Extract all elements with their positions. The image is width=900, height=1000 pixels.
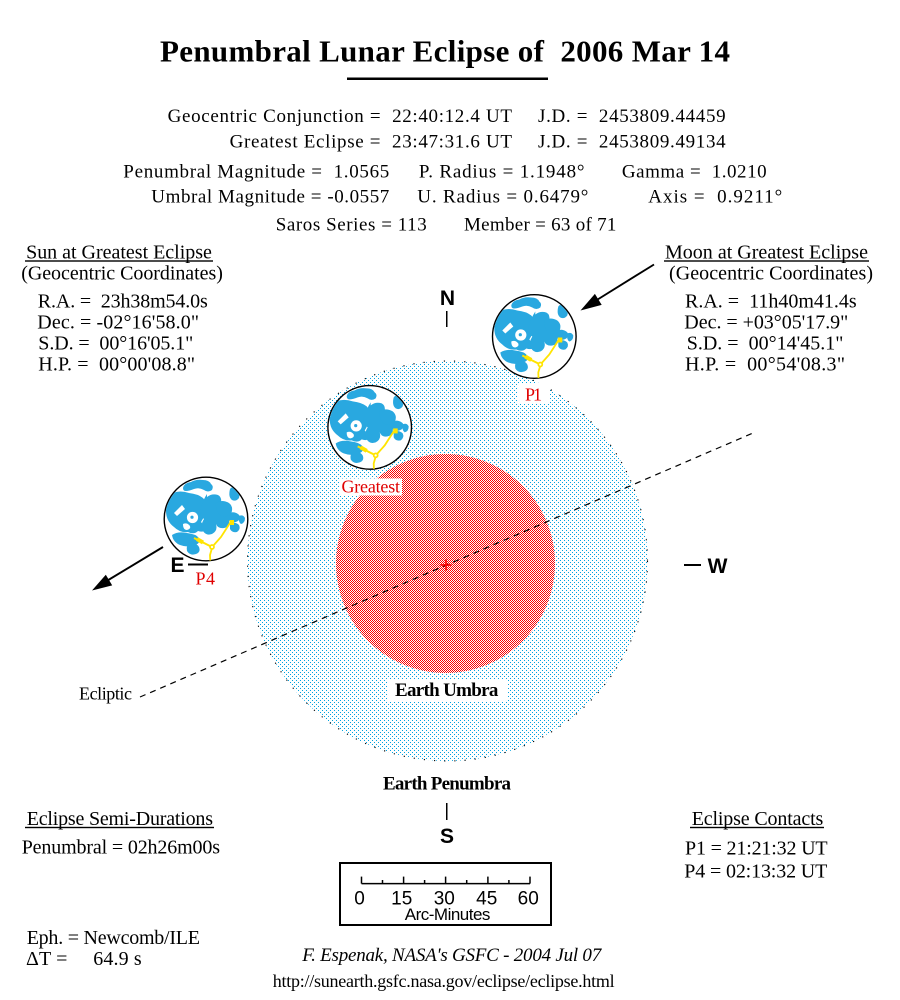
svg-text:Penumbral = 02h26m00s: Penumbral = 02h26m00s: [22, 837, 221, 859]
svg-text:Sun at Greatest Eclipse: Sun at Greatest Eclipse: [26, 241, 212, 263]
svg-text:H.P. = 00°00'08.8": H.P. = 00°00'08.8": [38, 354, 195, 376]
svg-text:(Geocentric Coordinates): (Geocentric Coordinates): [21, 263, 223, 285]
svg-text:Geocentric Conjunction = 22:4: Geocentric Conjunction = 22:40:12.4 UT: [168, 106, 513, 127]
svg-text:Eph. = Newcomb/ILE: Eph. = Newcomb/ILE: [27, 927, 200, 949]
svg-text:0: 0: [354, 888, 365, 909]
svg-text:R.A. = 23h38m54.0s: R.A. = 23h38m54.0s: [38, 291, 208, 313]
svg-text:Penumbral Magnitude = 1.0565: Penumbral Magnitude = 1.0565: [123, 162, 389, 183]
svg-text:R.A. = 11h40m41.4s: R.A. = 11h40m41.4s: [685, 291, 857, 313]
svg-text:S.D. = 00°16'05.1": S.D. = 00°16'05.1": [38, 333, 193, 355]
svg-text:F. Espenak, NASA's GSFC - 2004: F. Espenak, NASA's GSFC - 2004 Jul 07: [301, 945, 603, 966]
svg-text:Saros Series = 113: Saros Series = 113: [276, 214, 427, 235]
svg-text:60: 60: [518, 888, 539, 909]
svg-text:P1: P1: [525, 385, 542, 405]
svg-text:P1 = 21:21:32 UT: P1 = 21:21:32 UT: [685, 838, 828, 860]
svg-text:Earth Umbra: Earth Umbra: [395, 680, 499, 701]
svg-text:Eclipse Contacts: Eclipse Contacts: [692, 808, 824, 830]
svg-text:Greatest: Greatest: [342, 477, 401, 497]
svg-text:45: 45: [476, 888, 497, 909]
svg-text:W: W: [708, 555, 728, 578]
svg-text:P4 = 02:13:32 UT: P4 = 02:13:32 UT: [684, 860, 827, 882]
svg-text:Dec. = +03°05'17.9": Dec. = +03°05'17.9": [684, 312, 848, 334]
svg-text:15: 15: [391, 888, 412, 909]
svg-text:P4: P4: [196, 569, 216, 589]
svg-text:Moon at Greatest Eclipse: Moon at Greatest Eclipse: [665, 241, 868, 263]
svg-text:Umbral Magnitude = -0.0557: Umbral Magnitude = -0.0557: [151, 186, 389, 207]
svg-text:J.D. = 2453809.49134: J.D. = 2453809.49134: [538, 132, 726, 153]
svg-text:Eclipse Semi-Durations: Eclipse Semi-Durations: [27, 808, 214, 830]
svg-text:H.P. = 00°54'08.3": H.P. = 00°54'08.3": [685, 354, 845, 376]
svg-text:N: N: [440, 287, 455, 310]
svg-text:Greatest Eclipse = 23:47:31.6: Greatest Eclipse = 23:47:31.6 UT: [230, 132, 513, 153]
svg-text:Arc-Minutes: Arc-Minutes: [405, 905, 491, 924]
svg-text:Axis = 0.9211°: Axis = 0.9211°: [648, 186, 782, 207]
svg-text:E: E: [170, 554, 184, 577]
svg-text:(Geocentric Coordinates): (Geocentric Coordinates): [669, 263, 873, 285]
svg-text:Earth Penumbra: Earth Penumbra: [383, 774, 512, 795]
svg-text:U. Radius = 0.6479°: U. Radius = 0.6479°: [417, 186, 588, 207]
svg-text:Gamma = 1.0210: Gamma = 1.0210: [622, 162, 767, 183]
svg-text:ΔT = 64.9 s: ΔT = 64.9 s: [26, 948, 142, 970]
svg-text:http://sunearth.gsfc.nasa.gov/: http://sunearth.gsfc.nasa.gov/eclipse/ec…: [273, 971, 615, 991]
svg-text:Dec. = -02°16'58.0": Dec. = -02°16'58.0": [37, 312, 199, 334]
svg-text:Ecliptic: Ecliptic: [79, 684, 132, 704]
svg-text:S: S: [440, 825, 454, 848]
svg-text:J.D. = 2453809.44459: J.D. = 2453809.44459: [538, 106, 726, 127]
svg-text:P. Radius = 1.1948°: P. Radius = 1.1948°: [419, 162, 585, 183]
svg-text:30: 30: [434, 888, 455, 909]
svg-text:S.D. = 00°14'45.1": S.D. = 00°14'45.1": [687, 333, 844, 355]
svg-text:Penumbral Lunar Eclipse of 20: Penumbral Lunar Eclipse of 2006 Mar 14: [160, 34, 730, 69]
svg-text:Member = 63 of 71: Member = 63 of 71: [464, 214, 616, 235]
